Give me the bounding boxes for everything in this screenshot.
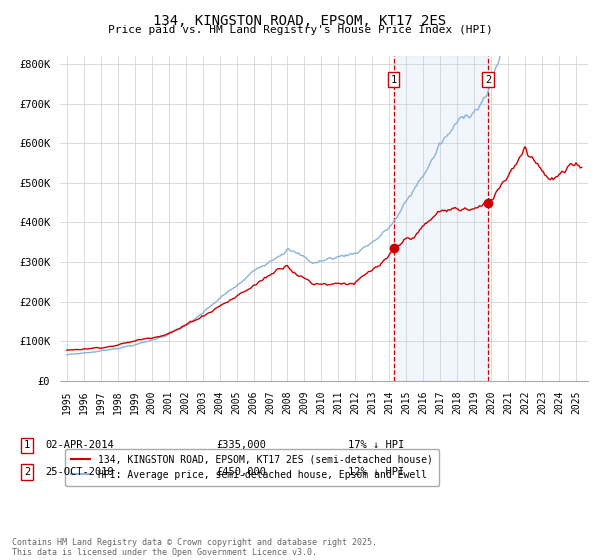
Text: 2: 2 xyxy=(24,467,30,477)
Text: 02-APR-2014: 02-APR-2014 xyxy=(45,440,114,450)
Text: 12% ↓ HPI: 12% ↓ HPI xyxy=(348,467,404,477)
Text: 25-OCT-2019: 25-OCT-2019 xyxy=(45,467,114,477)
Text: £450,000: £450,000 xyxy=(216,467,266,477)
Text: 134, KINGSTON ROAD, EPSOM, KT17 2ES: 134, KINGSTON ROAD, EPSOM, KT17 2ES xyxy=(154,14,446,28)
Bar xyxy=(394,56,488,381)
Text: Price paid vs. HM Land Registry's House Price Index (HPI): Price paid vs. HM Land Registry's House … xyxy=(107,25,493,35)
Text: 1: 1 xyxy=(24,440,30,450)
Text: 2: 2 xyxy=(485,75,491,85)
Text: £335,000: £335,000 xyxy=(216,440,266,450)
Text: Contains HM Land Registry data © Crown copyright and database right 2025.
This d: Contains HM Land Registry data © Crown c… xyxy=(12,538,377,557)
Text: 17% ↓ HPI: 17% ↓ HPI xyxy=(348,440,404,450)
Text: 1: 1 xyxy=(391,75,397,85)
Legend: 134, KINGSTON ROAD, EPSOM, KT17 2ES (semi-detached house), HPI: Average price, s: 134, KINGSTON ROAD, EPSOM, KT17 2ES (sem… xyxy=(65,449,439,486)
